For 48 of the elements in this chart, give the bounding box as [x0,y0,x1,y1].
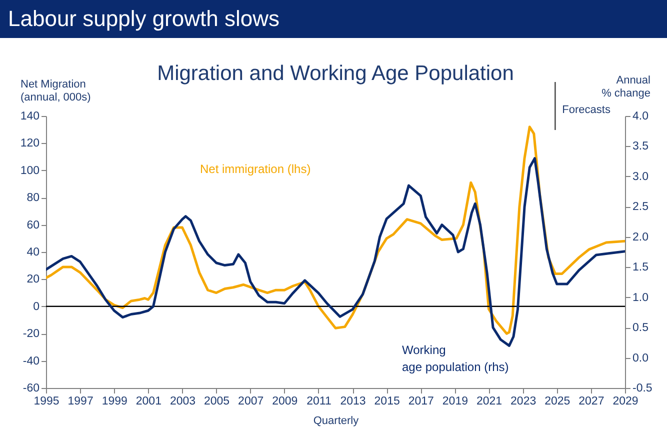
y-axis-title: Net Migration (annual, 000s) [20,78,91,104]
x-tick-label: 1997 [68,396,94,408]
x-tick-label: 2029 [612,396,638,408]
y2-axis-title: Annual % change [602,74,650,100]
y2-tick-label: -0.5 [632,382,652,394]
y-tick-label: 100 [20,164,40,177]
x-tick-label: 2019 [442,396,468,408]
chart-title: Labour supply growth slows [0,0,667,38]
y-tick-label: 40 [26,246,40,258]
x-tick-label: 2009 [272,396,298,408]
x-tick-label: 2001 [136,396,162,408]
y2-tick-label: 2.5 [632,201,648,214]
y-tick-label: 120 [20,138,40,150]
y-tick-label: 20 [26,274,40,286]
x-tick-label: 1995 [34,396,60,408]
y-tick-label: 140 [20,110,40,122]
x-tick-label: 2023 [510,396,536,408]
x-tick-label: 2005 [204,396,230,408]
text: Net immigration (lhs) [200,162,311,176]
ref-line-label: Forecasts [562,104,611,116]
y-tick-label: 0 [33,300,40,313]
y2-tick-label: 1.0 [632,292,648,304]
series-label: Working age population (rhs) [402,343,509,374]
y-tick-label: -60 [22,382,40,394]
y2-tick-label: 0.5 [632,322,648,334]
y2-tick-label: 1.5 [632,262,648,274]
x-tick-label: 2013 [340,396,366,408]
y-tick-label: -20 [22,328,40,340]
x-tick-label: 2025 [544,396,570,408]
x-tick-label: 2017 [408,396,434,408]
x-tick-label: 2015 [374,396,400,408]
y2-tick-label: 3.5 [632,140,648,153]
x-tick-label: 2011 [306,396,332,408]
y-tick-label: 60 [26,219,40,232]
line-series [46,157,625,347]
y2-tick-label: 2.0 [632,231,648,244]
y2-tick-label: 4.0 [632,110,648,122]
y2-tick-label: 3.0 [632,170,648,183]
x-tick-label: 2003 [170,396,196,408]
x-axis-title: Quarterly [313,415,360,427]
y-tick-label: -40 [22,355,40,368]
x-tick-label: 2007 [238,396,264,408]
y2-tick-label: 0.0 [632,352,648,364]
chart-subtitle: Migration and Working Age Population [157,62,514,85]
x-tick-label: 1999 [102,396,128,408]
x-tick-label: 2021 [476,396,502,408]
y-tick-label: 80 [26,192,40,204]
x-tick-label: 2027 [578,396,604,408]
